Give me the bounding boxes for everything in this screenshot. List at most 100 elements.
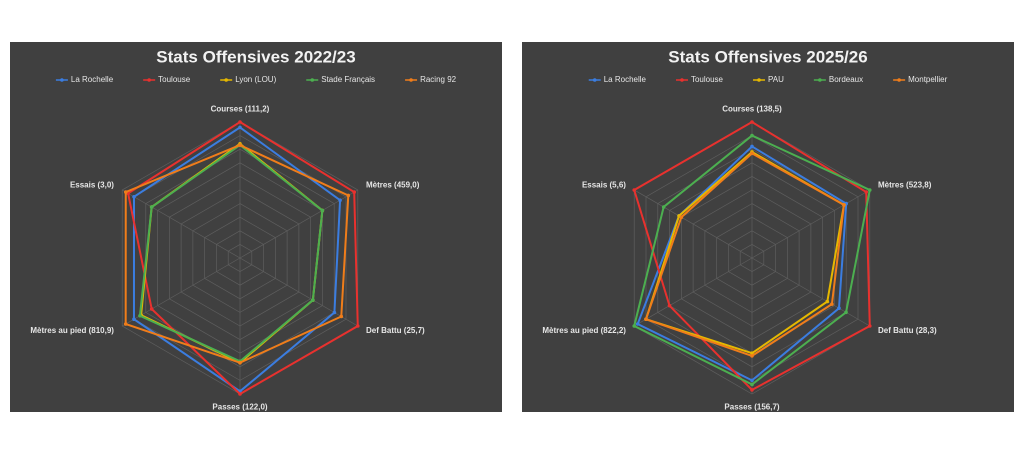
axis-label: Mètres au pied (822,2) — [542, 326, 626, 335]
panel-background — [10, 42, 502, 412]
legend-entry: Lyon (LOU) — [220, 75, 277, 84]
data-point — [149, 307, 154, 311]
legend-entry: La Rochelle — [55, 75, 114, 84]
legend-label: Toulouse — [691, 75, 724, 84]
legend-label: Bordeaux — [829, 75, 863, 84]
legend-dot — [60, 78, 64, 82]
legend-label: Toulouse — [158, 75, 191, 84]
legend: La Rochelle Toulouse Lyon (LOU) Stade Franç… — [55, 75, 457, 84]
data-point — [123, 322, 128, 326]
data-point — [825, 299, 830, 304]
legend-label: Stade Français — [321, 75, 375, 84]
legend-entry: La Rochelle — [588, 75, 647, 84]
data-point — [750, 133, 754, 138]
data-point — [844, 310, 848, 315]
axis-spoke — [122, 189, 241, 259]
data-point — [632, 188, 637, 192]
legend-dot — [224, 78, 228, 82]
data-point — [750, 354, 754, 358]
data-point — [750, 120, 754, 124]
axis-label: Essais (3,0) — [70, 180, 114, 189]
data-point — [346, 193, 351, 198]
legend-dot — [147, 78, 151, 82]
data-point — [750, 388, 754, 392]
axis-label: Def Battu (28,3) — [878, 326, 937, 335]
data-point — [750, 382, 754, 387]
axis-label: Mètres (523,8) — [878, 180, 932, 189]
data-point — [332, 310, 337, 315]
data-point — [320, 208, 325, 213]
legend-entry: Racing 92 — [405, 75, 457, 84]
legend-entry: Bordeaux — [813, 75, 863, 84]
data-point — [750, 351, 754, 356]
data-point — [661, 205, 666, 209]
axis-spoke — [751, 189, 870, 259]
data-point — [238, 120, 242, 124]
data-point — [238, 143, 242, 147]
data-point — [338, 198, 342, 203]
data-point — [238, 125, 242, 130]
axis-spoke — [239, 189, 358, 259]
legend-label: Lyon (LOU) — [235, 75, 276, 84]
legend-dot — [818, 78, 822, 82]
axis-label: Mètres au pied (810,9) — [30, 326, 114, 335]
legend-entry: Toulouse — [675, 75, 724, 84]
chart-panel: Stats Offensives 2025/26 La Rochelle Toulo… — [522, 42, 1014, 412]
panel-background — [522, 42, 1014, 412]
legend-entry: Toulouse — [143, 75, 191, 84]
data-point — [339, 314, 344, 319]
data-point — [842, 203, 846, 207]
legend-label: Racing 92 — [420, 75, 457, 84]
data-point — [750, 144, 754, 149]
chart-title: Stats Offensives 2025/26 — [668, 47, 867, 66]
legend: La Rochelle Toulouse PAU Bordeaux Montpellie… — [588, 75, 948, 84]
legend-dot — [757, 78, 761, 82]
data-point — [867, 324, 872, 328]
data-point — [632, 324, 637, 328]
legend-dot — [310, 78, 315, 82]
legend-entry: Montpellier — [893, 75, 948, 84]
axis-spoke — [634, 257, 753, 327]
legend-label: PAU — [768, 75, 784, 84]
legend-dot — [680, 78, 684, 82]
legend-dot — [592, 78, 597, 82]
data-point — [830, 302, 834, 306]
axis-spoke — [751, 257, 870, 327]
data-point — [864, 190, 869, 194]
data-point — [138, 313, 142, 318]
data-point — [679, 215, 684, 219]
legend-label: La Rochelle — [71, 75, 114, 84]
data-point — [667, 303, 672, 308]
axis-label: Passes (156,7) — [724, 403, 779, 412]
legend-dot — [897, 78, 901, 82]
data-point — [750, 151, 754, 156]
axis-label: Essais (5,6) — [582, 180, 626, 189]
chart-panel: Stats Offensives 2022/23 La Rochelle Toulo… — [10, 42, 502, 412]
axis-label: Courses (138,5) — [722, 105, 782, 114]
data-point — [837, 306, 841, 311]
data-point — [238, 360, 242, 365]
data-point — [132, 195, 136, 199]
data-point — [352, 190, 356, 194]
data-point — [132, 317, 136, 322]
data-point — [238, 392, 242, 396]
data-point — [635, 322, 640, 326]
data-point — [355, 324, 360, 328]
legend-label: La Rochelle — [604, 75, 647, 84]
axis-label: Mètres (459,0) — [366, 180, 420, 189]
axis-spoke — [239, 257, 358, 327]
legend-entry: Stade Français — [306, 75, 375, 84]
data-point — [644, 317, 648, 322]
data-point — [149, 205, 154, 209]
legend-entry: PAU — [753, 75, 784, 84]
axis-label: Def Battu (25,7) — [366, 326, 425, 335]
axis-label: Courses (111,2) — [211, 105, 270, 114]
data-point — [750, 378, 754, 383]
axis-label: Passes (122,0) — [212, 403, 267, 412]
legend-dot — [409, 78, 413, 82]
data-point — [311, 298, 315, 302]
legend-label: Montpellier — [908, 75, 947, 84]
axis-spoke — [634, 189, 753, 259]
